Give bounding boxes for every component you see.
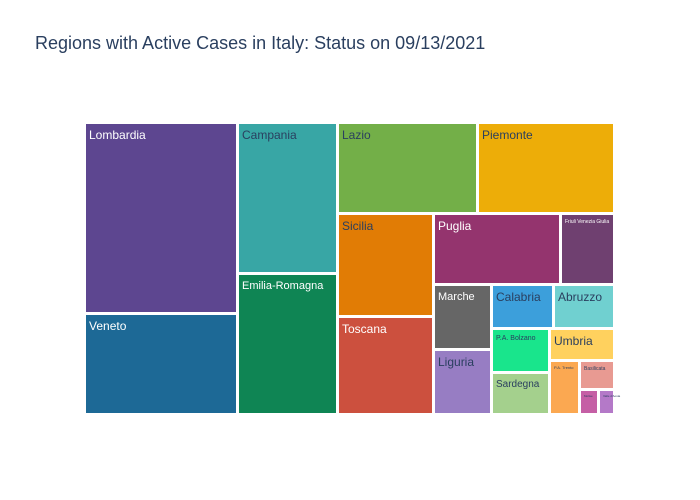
tile-label-lombardia: Lombardia: [89, 128, 146, 142]
tile-lazio[interactable]: [339, 124, 476, 212]
tile-label-liguria: Liguria: [438, 355, 474, 369]
tile-friuli-venezia-giulia[interactable]: [562, 215, 613, 283]
tile-marche[interactable]: [435, 286, 490, 348]
tile-p-a-trento[interactable]: [551, 362, 578, 413]
tile-label-molise: Molise: [584, 394, 593, 398]
tile-p-a-bolzano[interactable]: [493, 330, 548, 371]
tile-puglia[interactable]: [435, 215, 559, 283]
tile-umbria[interactable]: [551, 330, 613, 359]
tile-valle-d-aosta[interactable]: [600, 391, 613, 413]
tile-label-valle-d-aosta: Valle d'Aosta: [603, 394, 621, 398]
tile-liguria[interactable]: [435, 351, 490, 413]
tile-sicilia[interactable]: [339, 215, 432, 315]
tile-label-puglia: Puglia: [438, 219, 472, 233]
tile-label-campania: Campania: [242, 128, 297, 142]
tile-label-sicilia: Sicilia: [342, 219, 374, 233]
tile-label-lazio: Lazio: [342, 128, 371, 142]
tile-label-basilicata: Basilicata: [584, 366, 606, 372]
tile-label-p-a-bolzano: P.A. Bolzano: [496, 335, 536, 342]
tile-piemonte[interactable]: [479, 124, 613, 212]
tile-molise[interactable]: [581, 391, 597, 413]
tile-veneto[interactable]: [86, 315, 236, 413]
tile-basilicata[interactable]: [581, 362, 613, 388]
tile-label-veneto: Veneto: [89, 319, 127, 333]
tile-toscana[interactable]: [339, 318, 432, 413]
tile-lombardia[interactable]: [86, 124, 236, 312]
tile-label-umbria: Umbria: [554, 334, 593, 348]
tile-emilia-romagna[interactable]: [239, 275, 336, 413]
tile-campania[interactable]: [239, 124, 336, 272]
tile-label-p-a-trento: P.A. Trento: [554, 365, 574, 370]
tile-label-abruzzo: Abruzzo: [558, 290, 602, 304]
tile-label-sardegna: Sardegna: [496, 379, 540, 390]
tile-label-calabria: Calabria: [496, 290, 541, 304]
chart-title: Regions with Active Cases in Italy: Stat…: [35, 33, 486, 53]
tile-label-marche: Marche: [438, 291, 475, 303]
tile-calabria[interactable]: [493, 286, 552, 327]
tile-label-emilia-romagna: Emilia-Romagna: [242, 280, 324, 292]
tile-label-friuli-venezia-giulia: Friuli Venezia Giulia: [565, 219, 609, 225]
tile-label-piemonte: Piemonte: [482, 128, 533, 142]
tile-sardegna[interactable]: [493, 374, 548, 413]
tile-abruzzo[interactable]: [555, 286, 613, 327]
tile-label-toscana: Toscana: [342, 322, 387, 336]
